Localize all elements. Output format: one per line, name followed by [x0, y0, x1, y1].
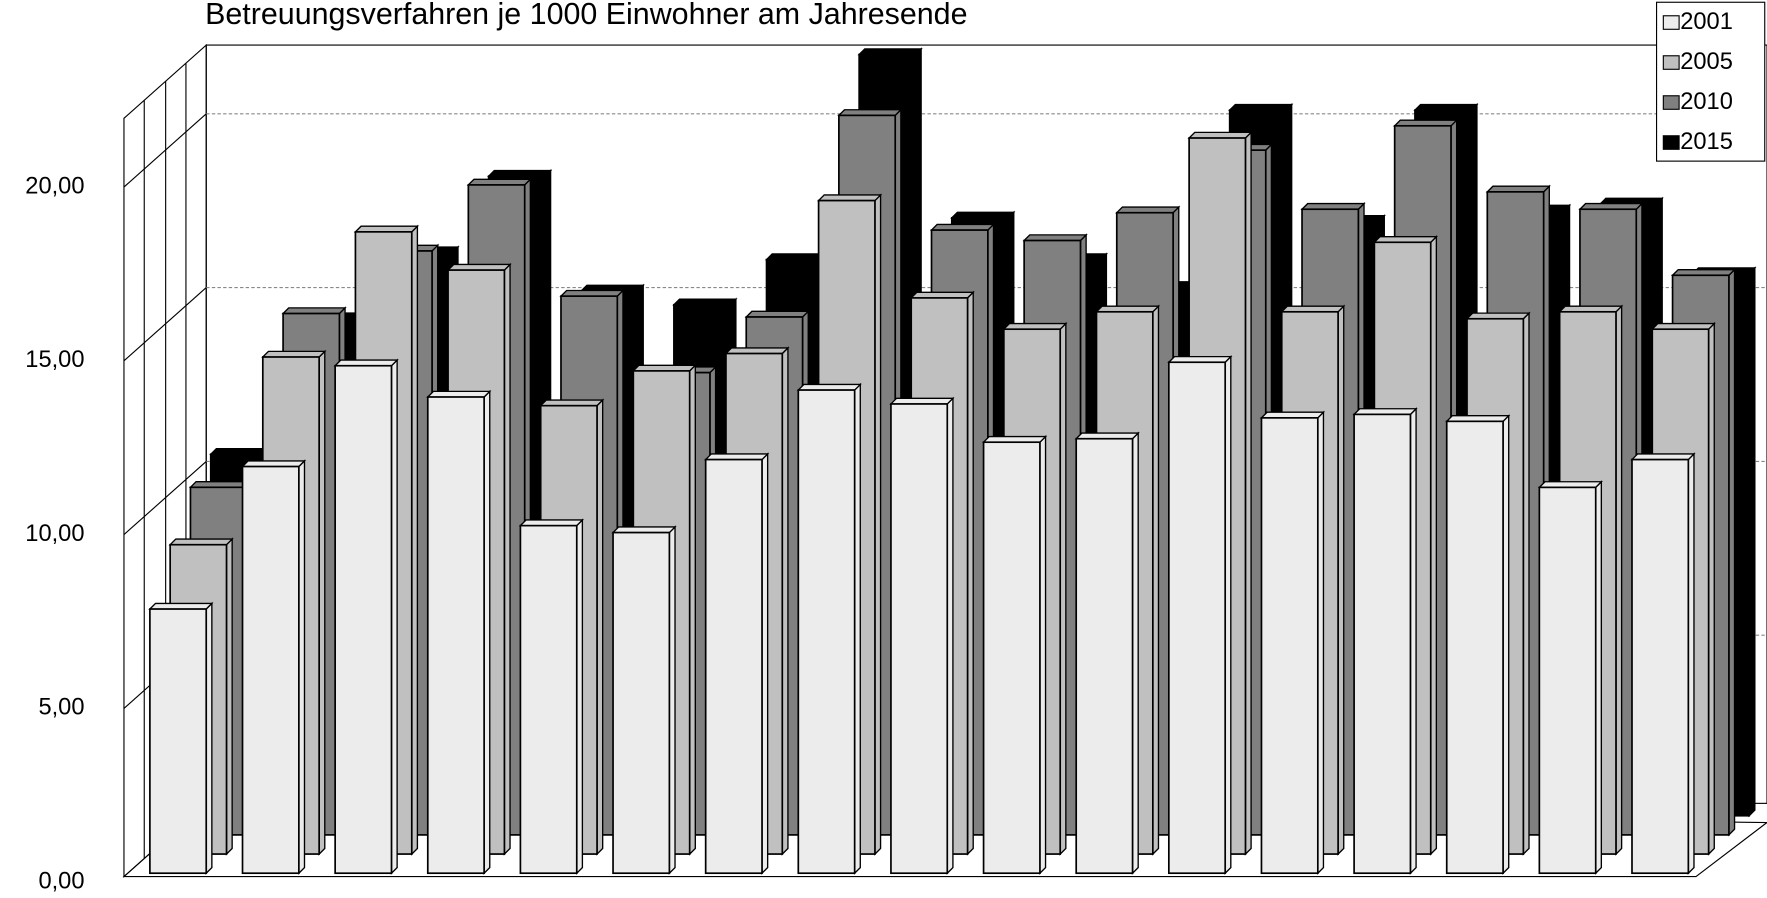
- bar-top: [611, 526, 677, 534]
- y-tick-label: 0,00: [38, 868, 84, 894]
- bar-side: [1522, 311, 1530, 856]
- legend-label: 2010: [1680, 89, 1733, 115]
- grid-line: [123, 287, 207, 362]
- bar-side: [1595, 480, 1603, 875]
- bar-side: [1502, 414, 1510, 875]
- y-tick-label: 5,00: [38, 695, 84, 721]
- bar: [241, 465, 300, 875]
- legend-swatch: [1662, 135, 1680, 150]
- bar-side: [1152, 304, 1160, 856]
- bar: [334, 364, 393, 875]
- legend-swatch: [1662, 15, 1680, 30]
- bar-top: [466, 178, 532, 186]
- bar: [1260, 417, 1319, 875]
- bar: [704, 458, 763, 875]
- bar: [1075, 437, 1134, 875]
- bar: [1353, 413, 1412, 875]
- legend-swatch: [1662, 55, 1680, 70]
- bar-top: [631, 364, 697, 372]
- bar-top: [1372, 235, 1438, 243]
- bar: [149, 608, 208, 875]
- bar: [1631, 458, 1690, 875]
- bar-top: [1022, 234, 1088, 242]
- bar: [1445, 420, 1504, 875]
- bar-top: [796, 383, 862, 391]
- bar-side: [853, 382, 861, 875]
- bar-top: [1465, 312, 1531, 320]
- legend-swatch: [1662, 95, 1680, 110]
- y-tick-label: 10,00: [25, 521, 84, 547]
- bar-top: [909, 291, 975, 299]
- bar-side: [298, 459, 306, 875]
- bar: [519, 524, 578, 875]
- bar-top: [1352, 408, 1418, 416]
- grid-line: [123, 460, 207, 536]
- y-tick-label: 15,00: [25, 347, 84, 373]
- bar-top: [539, 399, 605, 407]
- legend-label: 2005: [1680, 49, 1733, 75]
- bar: [982, 441, 1041, 875]
- bar: [426, 396, 485, 875]
- bar: [1538, 486, 1597, 875]
- grid-line: [123, 113, 207, 188]
- bar: [890, 403, 949, 875]
- bar: [1167, 361, 1227, 875]
- chart-title: Betreuungsverfahren je 1000 Einwohner am…: [205, 0, 967, 31]
- bar: [797, 389, 856, 875]
- legend-label: 2015: [1680, 129, 1733, 155]
- bar-side: [1131, 431, 1139, 875]
- y-tick-label: 20,00: [25, 173, 84, 199]
- legend-label: 2001: [1680, 9, 1733, 35]
- bar: [612, 531, 671, 875]
